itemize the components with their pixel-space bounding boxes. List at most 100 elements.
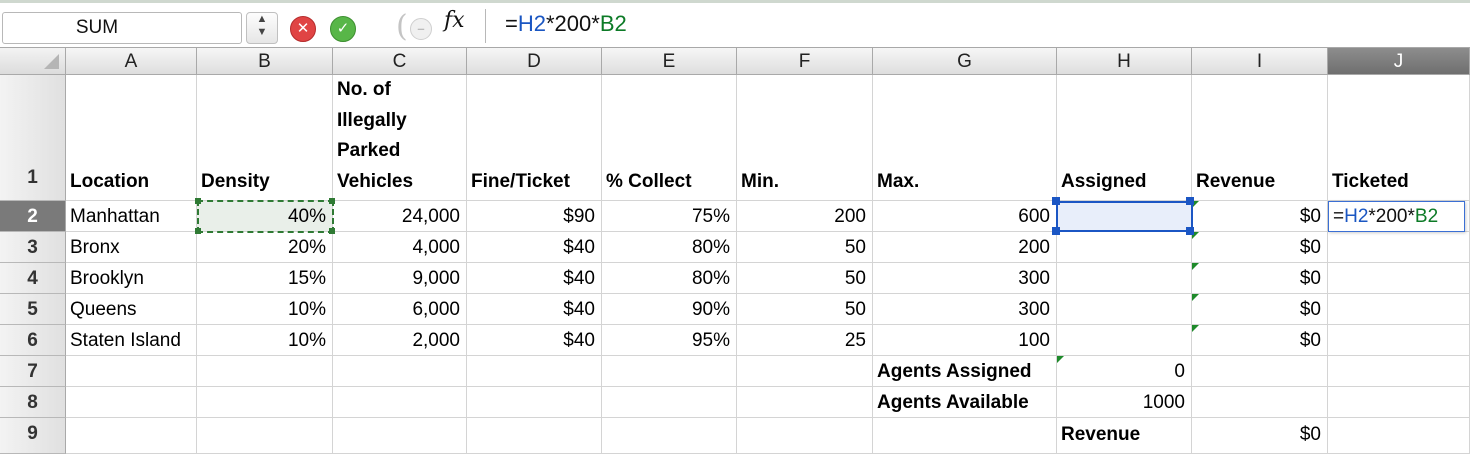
- cell-a6[interactable]: Staten Island: [66, 325, 197, 356]
- name-box[interactable]: SUM: [2, 12, 242, 44]
- row-header-9[interactable]: 9: [0, 418, 66, 454]
- header-revenue[interactable]: Revenue: [1192, 75, 1328, 201]
- cell-h4[interactable]: [1057, 263, 1192, 294]
- row-header-8[interactable]: 8: [0, 387, 66, 418]
- cell-f2[interactable]: 200: [737, 201, 873, 232]
- cell-e7[interactable]: [602, 356, 737, 387]
- cell-b6[interactable]: 10%: [197, 325, 333, 356]
- cell-b5[interactable]: 10%: [197, 294, 333, 325]
- select-all-corner[interactable]: [0, 48, 66, 75]
- header-vehicles[interactable]: No. of Illegally Parked Vehicles: [333, 75, 467, 201]
- cell-g2[interactable]: 600: [873, 201, 1057, 232]
- cell-b8[interactable]: [197, 387, 333, 418]
- total-revenue-label[interactable]: Revenue: [1057, 418, 1192, 454]
- cell-g3[interactable]: 200: [873, 232, 1057, 263]
- cell-b7[interactable]: [197, 356, 333, 387]
- column-header-h[interactable]: H: [1057, 48, 1192, 75]
- column-header-g[interactable]: G: [873, 48, 1057, 75]
- resize-handle[interactable]: [1052, 227, 1060, 235]
- header-collect[interactable]: % Collect: [602, 75, 737, 201]
- cell-i2[interactable]: $0: [1192, 201, 1328, 232]
- column-header-b[interactable]: B: [197, 48, 333, 75]
- cell-d9[interactable]: [467, 418, 602, 454]
- cell-j9[interactable]: [1328, 418, 1470, 454]
- column-header-f[interactable]: F: [737, 48, 873, 75]
- cell-f8[interactable]: [737, 387, 873, 418]
- column-header-i[interactable]: I: [1192, 48, 1328, 75]
- row-header-2[interactable]: 2: [0, 201, 66, 232]
- cell-j3[interactable]: [1328, 232, 1470, 263]
- column-header-d[interactable]: D: [467, 48, 602, 75]
- cell-a7[interactable]: [66, 356, 197, 387]
- cell-e2[interactable]: 75%: [602, 201, 737, 232]
- header-density[interactable]: Density: [197, 75, 333, 201]
- column-header-a[interactable]: A: [66, 48, 197, 75]
- row-header-7[interactable]: 7: [0, 356, 66, 387]
- agents-assigned-label[interactable]: Agents Assigned: [873, 356, 1057, 387]
- cell-e4[interactable]: 80%: [602, 263, 737, 294]
- insert-function-button[interactable]: fx: [444, 8, 465, 33]
- cell-f4[interactable]: 50: [737, 263, 873, 294]
- resize-handle[interactable]: [1052, 197, 1060, 205]
- cell-b4[interactable]: 15%: [197, 263, 333, 294]
- cell-e8[interactable]: [602, 387, 737, 418]
- cell-j7[interactable]: [1328, 356, 1470, 387]
- cell-h6[interactable]: [1057, 325, 1192, 356]
- cell-d3[interactable]: $40: [467, 232, 602, 263]
- cell-f3[interactable]: 50: [737, 232, 873, 263]
- cell-g4[interactable]: 300: [873, 263, 1057, 294]
- header-assigned[interactable]: Assigned: [1057, 75, 1192, 201]
- cell-c4[interactable]: 9,000: [333, 263, 467, 294]
- cell-c3[interactable]: 4,000: [333, 232, 467, 263]
- cell-c2[interactable]: 24,000: [333, 201, 467, 232]
- cell-i5[interactable]: $0: [1192, 294, 1328, 325]
- cell-j4[interactable]: [1328, 263, 1470, 294]
- cell-c6[interactable]: 2,000: [333, 325, 467, 356]
- cell-f9[interactable]: [737, 418, 873, 454]
- agents-assigned-value[interactable]: 0: [1057, 356, 1192, 387]
- cell-a8[interactable]: [66, 387, 197, 418]
- header-ticketed[interactable]: Ticketed: [1328, 75, 1470, 201]
- row-header-1[interactable]: 1: [0, 75, 66, 201]
- cell-c9[interactable]: [333, 418, 467, 454]
- cell-e3[interactable]: 80%: [602, 232, 737, 263]
- row-header-5[interactable]: 5: [0, 294, 66, 325]
- cell-j5[interactable]: [1328, 294, 1470, 325]
- cell-i4[interactable]: $0: [1192, 263, 1328, 294]
- agents-available-label[interactable]: Agents Available: [873, 387, 1057, 418]
- row-header-3[interactable]: 3: [0, 232, 66, 263]
- formula-input[interactable]: =H2*200*B2: [505, 11, 627, 37]
- cell-j6[interactable]: [1328, 325, 1470, 356]
- agents-available-value[interactable]: 1000: [1057, 387, 1192, 418]
- cell-editor-j2[interactable]: =H2*200*B2: [1328, 201, 1465, 232]
- name-box-stepper[interactable]: ▲ ▼: [246, 12, 278, 44]
- cell-h3[interactable]: [1057, 232, 1192, 263]
- cell-j8[interactable]: [1328, 387, 1470, 418]
- cancel-icon[interactable]: ✕: [290, 16, 316, 42]
- column-header-j[interactable]: J: [1328, 48, 1470, 75]
- cell-g6[interactable]: 100: [873, 325, 1057, 356]
- header-fine[interactable]: Fine/Ticket: [467, 75, 602, 201]
- cell-b9[interactable]: [197, 418, 333, 454]
- cell-i6[interactable]: $0: [1192, 325, 1328, 356]
- header-min[interactable]: Min.: [737, 75, 873, 201]
- cell-d4[interactable]: $40: [467, 263, 602, 294]
- cell-d8[interactable]: [467, 387, 602, 418]
- cell-f6[interactable]: 25: [737, 325, 873, 356]
- header-max[interactable]: Max.: [873, 75, 1057, 201]
- cell-d5[interactable]: $40: [467, 294, 602, 325]
- cell-f7[interactable]: [737, 356, 873, 387]
- cell-c7[interactable]: [333, 356, 467, 387]
- cell-e9[interactable]: [602, 418, 737, 454]
- cell-h5[interactable]: [1057, 294, 1192, 325]
- cell-e6[interactable]: 95%: [602, 325, 737, 356]
- cell-a9[interactable]: [66, 418, 197, 454]
- cell-i7[interactable]: [1192, 356, 1328, 387]
- cell-b2[interactable]: 40%: [197, 201, 333, 232]
- header-location[interactable]: Location: [66, 75, 197, 201]
- cell-d2[interactable]: $90: [467, 201, 602, 232]
- cell-i3[interactable]: $0: [1192, 232, 1328, 263]
- row-header-4[interactable]: 4: [0, 263, 66, 294]
- cell-a3[interactable]: Bronx: [66, 232, 197, 263]
- cell-d6[interactable]: $40: [467, 325, 602, 356]
